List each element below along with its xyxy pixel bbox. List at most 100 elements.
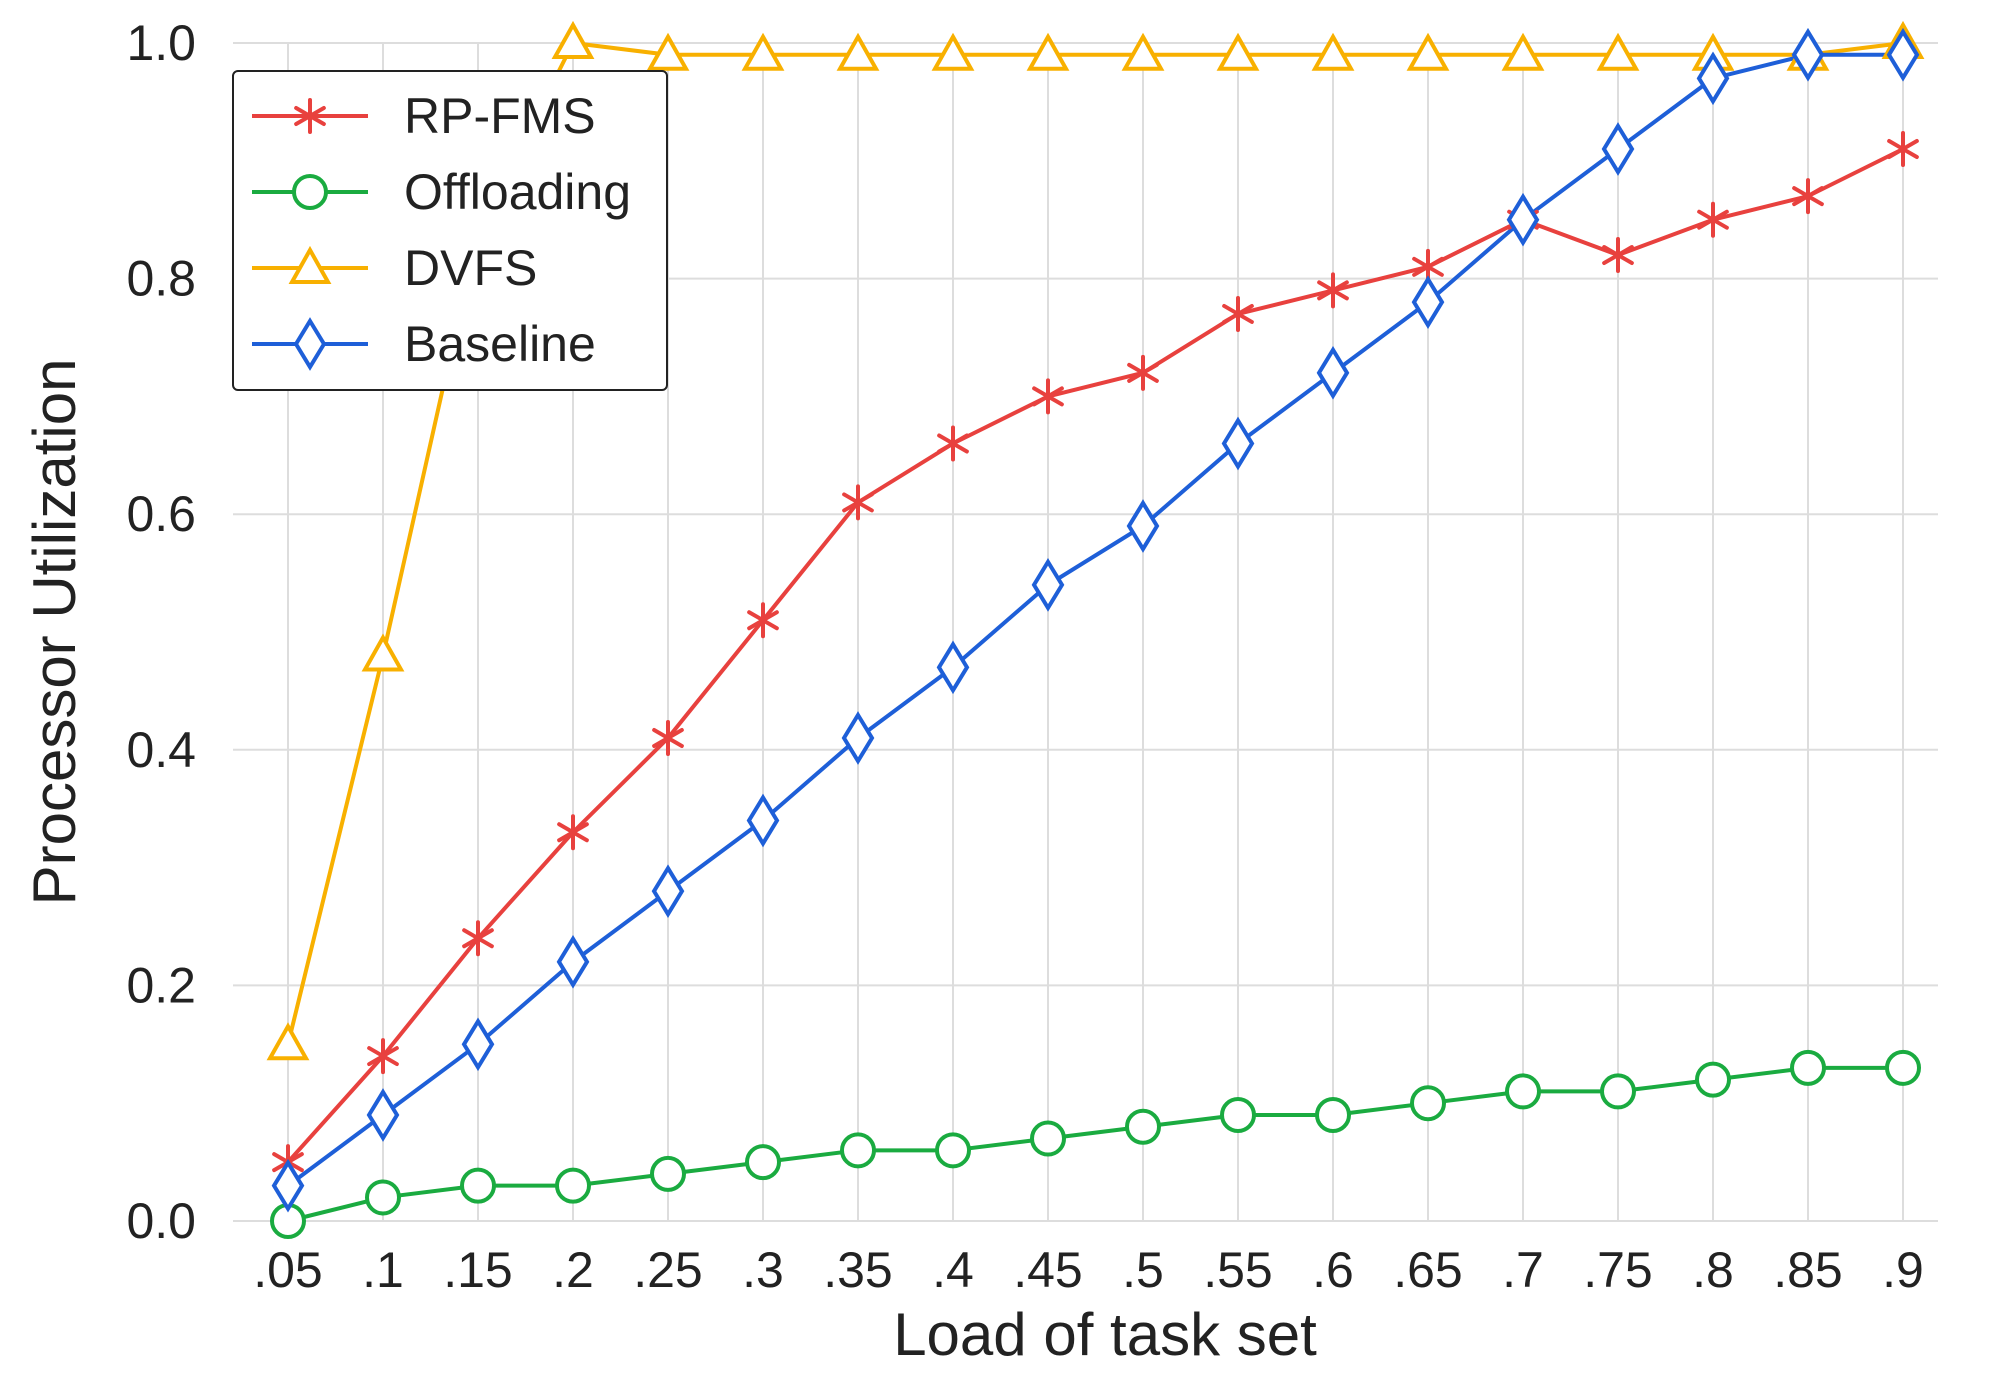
x-tick-label: .5 — [1122, 1242, 1164, 1298]
data-point-rp-fms — [1317, 272, 1349, 309]
legend-label-baseline: Baseline — [404, 316, 596, 372]
data-point-rp-fms — [557, 814, 589, 851]
legend-marker-dvfs — [288, 245, 332, 284]
legend-label-dvfs: DVFS — [404, 240, 537, 296]
data-point-offloading — [1220, 1096, 1256, 1133]
data-point-offloading — [650, 1155, 686, 1192]
y-tick-label: 0.8 — [126, 251, 196, 307]
data-point-rp-fms — [462, 920, 494, 957]
legend: RP-FMS Offloading DVFS Baseline — [232, 70, 668, 391]
x-tick-label: .3 — [742, 1242, 784, 1298]
x-tick-label: .15 — [443, 1242, 513, 1298]
data-point-dvfs — [931, 32, 975, 71]
legend-marker-baseline — [293, 317, 327, 371]
data-point-baseline — [1126, 499, 1160, 553]
data-point-rp-fms — [1792, 178, 1824, 215]
data-point-dvfs — [1596, 32, 1640, 71]
data-point-offloading — [935, 1132, 971, 1169]
data-point-baseline — [936, 640, 970, 695]
y-tick-label: 0.4 — [126, 722, 196, 778]
data-point-rp-fms — [842, 484, 874, 521]
series-markers-offloading — [270, 1049, 1921, 1239]
x-tick-label: .35 — [823, 1242, 893, 1298]
data-point-rp-fms — [1602, 237, 1634, 274]
y-axis-ticks: 0.0 0.2 0.4 0.6 0.8 1.0 — [126, 15, 196, 1249]
x-tick-label: .7 — [1502, 1242, 1544, 1298]
data-point-baseline — [1031, 558, 1065, 612]
data-point-baseline — [746, 793, 780, 848]
data-point-baseline — [841, 711, 875, 765]
y-tick-label: 0.2 — [126, 957, 196, 1013]
data-point-offloading — [1410, 1085, 1446, 1122]
data-point-dvfs — [646, 32, 690, 71]
x-tick-label: .75 — [1583, 1242, 1653, 1298]
data-point-rp-fms — [1032, 378, 1064, 415]
x-axis-ticks: .05 .1 .15 .2 .25 .3 .35 .4 .45 .5 .55 .6 .65 .7 .75 .8… — [253, 1242, 1924, 1298]
data-point-rp-fms — [1697, 201, 1729, 238]
data-point-offloading — [1695, 1061, 1731, 1098]
legend-label-rp-fms: RP-FMS — [404, 88, 596, 144]
data-point-rp-fms — [367, 1038, 399, 1075]
data-point-offloading — [1030, 1120, 1066, 1157]
x-tick-label: .4 — [932, 1242, 974, 1298]
data-point-dvfs — [1121, 32, 1165, 71]
data-point-offloading — [1315, 1096, 1351, 1133]
x-tick-label: .8 — [1692, 1242, 1734, 1298]
data-point-baseline — [366, 1088, 400, 1142]
data-point-baseline — [461, 1017, 495, 1072]
x-tick-label: .25 — [633, 1242, 703, 1298]
legend-marker-offloading — [292, 174, 328, 210]
data-point-baseline — [1886, 27, 1920, 82]
data-point-dvfs — [741, 32, 785, 71]
data-point-dvfs — [836, 32, 880, 71]
data-point-baseline — [1316, 345, 1350, 400]
x-tick-label: .2 — [552, 1242, 594, 1298]
x-tick-label: .45 — [1013, 1242, 1083, 1298]
data-point-baseline — [1221, 416, 1255, 471]
x-tick-label: .65 — [1393, 1242, 1463, 1298]
data-point-baseline — [1791, 27, 1825, 82]
data-point-baseline — [1601, 122, 1635, 176]
data-point-rp-fms — [937, 425, 969, 462]
series-markers-baseline — [271, 27, 1920, 1213]
x-tick-label: .55 — [1203, 1242, 1273, 1298]
data-point-rp-fms — [1887, 131, 1919, 168]
data-point-offloading — [1885, 1049, 1921, 1086]
series-line-baseline — [286, 52, 1903, 1188]
data-point-baseline — [556, 934, 590, 989]
data-point-offloading — [555, 1167, 591, 1204]
x-tick-label: .05 — [253, 1242, 323, 1298]
x-axis-title: Load of task set — [893, 1301, 1317, 1368]
legend-box — [232, 70, 668, 391]
data-point-offloading — [1790, 1049, 1826, 1086]
data-point-offloading — [1125, 1108, 1161, 1145]
data-point-offloading — [745, 1144, 781, 1181]
x-tick-label: .9 — [1882, 1242, 1924, 1298]
y-tick-label: 0.6 — [126, 486, 196, 542]
legend-marker-rp-fms — [294, 98, 326, 134]
data-point-baseline — [651, 864, 685, 919]
data-point-dvfs — [361, 633, 405, 672]
data-point-offloading — [460, 1167, 496, 1204]
x-tick-label: .85 — [1773, 1242, 1843, 1298]
data-point-rp-fms — [1222, 295, 1254, 332]
data-point-offloading — [1600, 1073, 1636, 1110]
data-point-offloading — [1505, 1073, 1541, 1110]
data-point-dvfs — [1216, 32, 1260, 71]
data-point-rp-fms — [747, 602, 779, 639]
y-tick-label: 1.0 — [126, 15, 196, 71]
y-tick-label: 0.0 — [126, 1193, 196, 1249]
data-point-baseline — [1411, 275, 1445, 330]
data-point-baseline — [1696, 51, 1730, 106]
data-point-rp-fms — [652, 720, 684, 757]
data-point-dvfs — [1311, 32, 1355, 71]
x-tick-label: .6 — [1312, 1242, 1354, 1298]
data-point-offloading — [840, 1132, 876, 1169]
data-point-offloading — [365, 1179, 401, 1216]
x-tick-label: .1 — [362, 1242, 404, 1298]
data-point-baseline — [271, 1158, 305, 1213]
data-point-dvfs — [1406, 32, 1450, 71]
data-point-dvfs — [266, 1022, 310, 1061]
